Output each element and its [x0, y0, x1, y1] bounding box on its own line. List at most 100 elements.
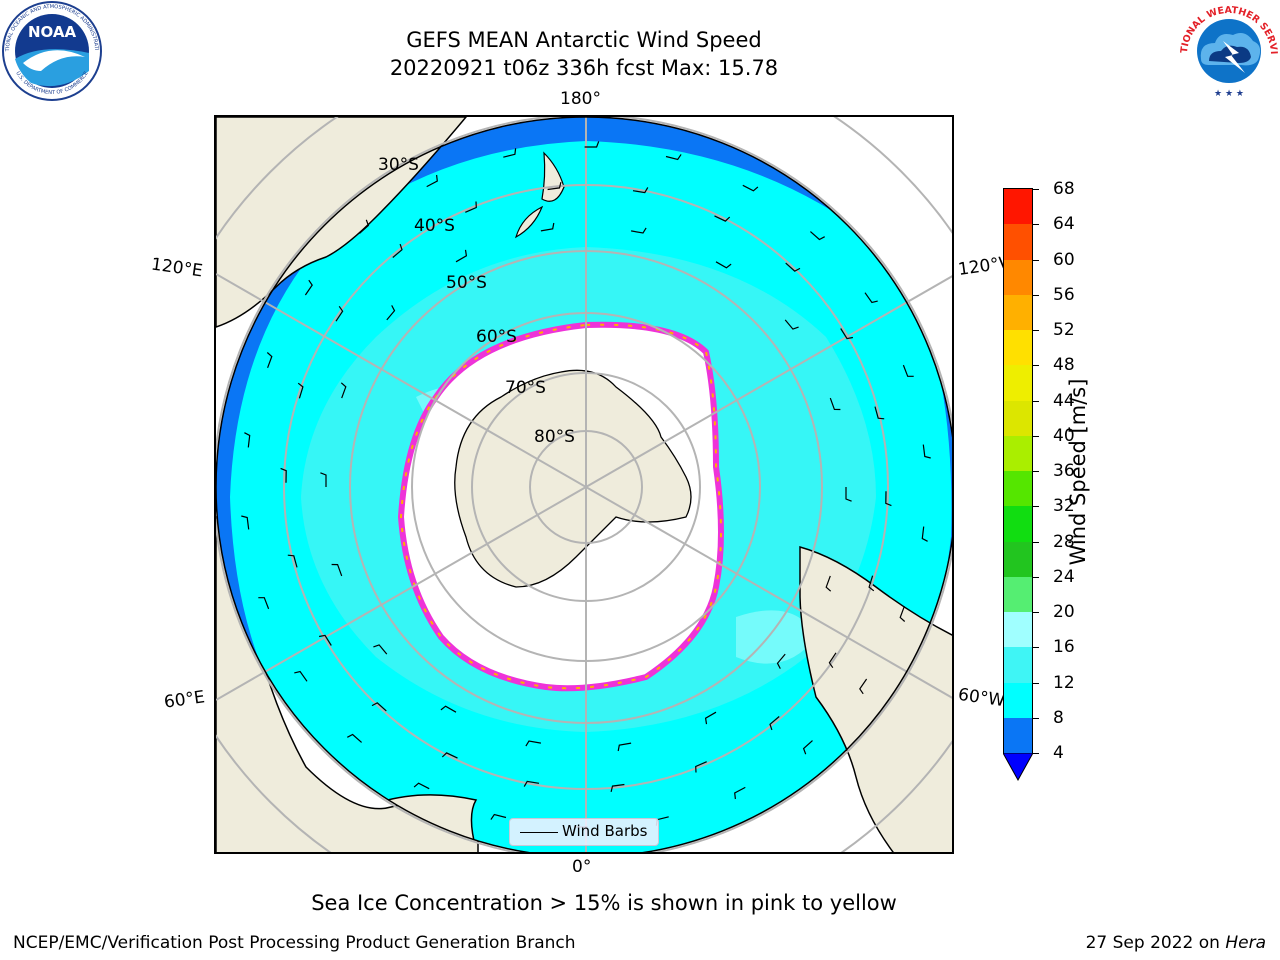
wind-barb [426, 174, 438, 188]
wind-barb [825, 575, 832, 592]
map-title: GEFS MEAN Antarctic Wind Speed [406, 28, 762, 52]
wind-barb [922, 444, 931, 459]
colorbar-tick [1033, 753, 1039, 754]
lon-label-180: 180° [560, 89, 601, 109]
wind-barb [665, 154, 682, 161]
wind-barb [769, 716, 780, 731]
wind-barb [241, 515, 250, 530]
wind-barb [413, 782, 430, 790]
colorbar-tick-label: 20 [1053, 602, 1075, 622]
colorbar-segment [1004, 576, 1032, 612]
wind-barb [632, 187, 649, 194]
wind-barb [868, 575, 875, 592]
colorbar-segment [1004, 611, 1032, 648]
colorbar-segment [1004, 505, 1032, 542]
wind-barb [845, 487, 852, 502]
lat-label-80s: 80°S [534, 427, 575, 447]
wind-barb [318, 634, 332, 646]
wind-barb [304, 279, 313, 296]
lat-label-30s: 30°S [378, 155, 419, 175]
colorbar-tick-label: 8 [1053, 707, 1064, 728]
wind-barb [465, 201, 477, 213]
wind-barb [874, 406, 885, 420]
colorbar-tick-label: 44 [1053, 390, 1075, 411]
wind-barb [829, 397, 841, 411]
wind-barb [297, 382, 304, 399]
wind-barb [630, 227, 647, 234]
colorbar-segment [1004, 717, 1032, 753]
wind-barb [785, 262, 801, 272]
colorbar-tick [1033, 330, 1039, 331]
wind-barb [280, 467, 287, 483]
colorbar-tick-label: 56 [1053, 284, 1075, 305]
colorbar-tick [1033, 189, 1039, 190]
colorbar-tick [1033, 400, 1039, 402]
graticule [216, 117, 952, 852]
wind-barb [440, 705, 457, 713]
wind-barb [340, 382, 347, 399]
lat-label-50s: 50°S [446, 273, 487, 293]
colorbar [1003, 188, 1033, 754]
wind-barb [455, 249, 468, 263]
wind-barb [617, 742, 632, 752]
wind-barb [840, 328, 854, 340]
nws-logo: NATIONAL WEATHER SERVICE ★ ★ ★ [1179, 1, 1279, 99]
footer-date: 27 Sep 2022 on Hera [1086, 933, 1266, 953]
wind-barb [294, 670, 308, 682]
wind-barb [347, 733, 362, 743]
colorbar-segment [1004, 364, 1032, 401]
wind-barb [503, 148, 517, 158]
colorbar-tick [1033, 365, 1039, 367]
map-legend: Wind Barbs [509, 818, 659, 846]
wind-barb [776, 653, 786, 669]
wind-barb [802, 740, 813, 755]
wind-barb [386, 305, 396, 321]
legend-line-swatch [520, 832, 558, 833]
wind-barb [287, 554, 298, 568]
colorbar-tick [1033, 682, 1039, 684]
colorbar-tick [1033, 259, 1039, 261]
wind-barb [715, 261, 732, 269]
svg-text:★ ★ ★: ★ ★ ★ [1214, 89, 1244, 99]
wind-barbs [241, 141, 931, 833]
wind-barb [373, 644, 388, 655]
colorbar-segment [1004, 259, 1032, 295]
colorbar-segment [1004, 329, 1032, 366]
colorbar-tick [1033, 471, 1039, 472]
footer-host: Hera [1225, 933, 1266, 953]
colorbar-segment [1004, 223, 1032, 260]
wind-barb [490, 813, 507, 820]
colorbar-tick-label: 52 [1053, 320, 1075, 340]
colorbar-tick [1033, 224, 1039, 226]
footer-credit: NCEP/EMC/Verification Post Processing Pr… [13, 933, 576, 953]
wind-barb [335, 305, 344, 322]
wind-barb [902, 364, 914, 377]
colorbar-tick-label: 4 [1053, 743, 1064, 763]
colorbar-segment [1004, 294, 1032, 330]
colorbar-tick-label: 36 [1053, 461, 1075, 481]
wind-barb [742, 184, 759, 192]
legend-label: Wind Barbs [562, 822, 648, 840]
colorbar-segment [1004, 646, 1032, 683]
colorbar-tick [1033, 435, 1039, 437]
wind-barb [392, 243, 403, 258]
colorbar-tick-label: 32 [1053, 496, 1075, 517]
colorbar-extend-arrow [1003, 753, 1033, 781]
caption-text: Sea Ice Concentration > 15% is shown in … [311, 891, 897, 915]
wind-barb [331, 563, 343, 577]
colorbar-tick-label: 12 [1053, 672, 1075, 693]
colorbar-tick-label: 68 [1053, 179, 1075, 199]
wind-barb [885, 491, 892, 507]
wind-barb [810, 231, 825, 241]
colorbar-tick-label: 48 [1053, 355, 1075, 376]
lat-label-60s: 60°S [476, 327, 517, 347]
colorbar-tick [1033, 576, 1039, 578]
colorbar-segment [1004, 541, 1032, 577]
colorbar-segment [1004, 435, 1032, 471]
wind-barb [714, 215, 731, 222]
noaa-logo: NOAA NATIONAL OCEANIC AND ATMOSPHERIC AD… [1, 1, 102, 101]
wind-barb [864, 292, 878, 304]
wind-barb [441, 752, 458, 759]
wind-barb [547, 181, 562, 191]
